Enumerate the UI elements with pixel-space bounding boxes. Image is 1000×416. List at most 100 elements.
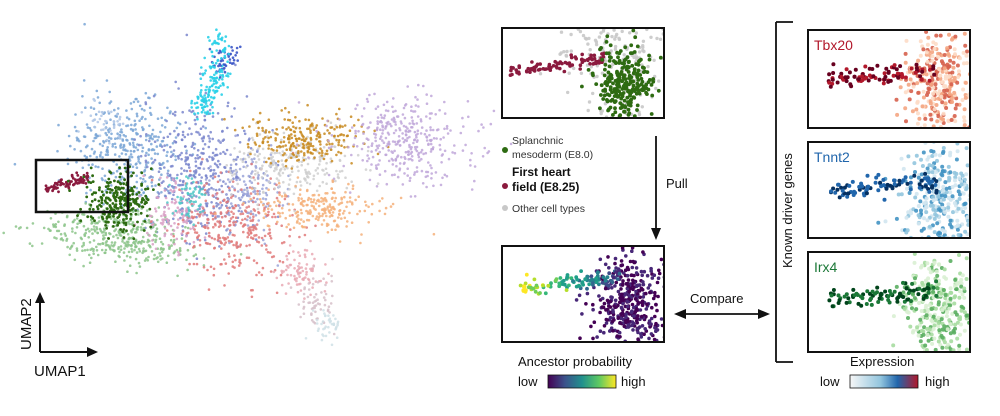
cell-dot bbox=[492, 109, 496, 113]
cell-dot bbox=[921, 47, 926, 52]
cell-dot bbox=[614, 124, 618, 128]
cell-dot bbox=[293, 267, 296, 270]
cell-dot bbox=[412, 110, 415, 113]
cell-dot bbox=[228, 61, 232, 64]
cell-dot bbox=[55, 182, 59, 185]
cell-dot bbox=[86, 175, 90, 179]
cell-dot bbox=[246, 194, 249, 197]
cell-dot bbox=[181, 191, 184, 195]
cell-dot bbox=[241, 190, 244, 193]
cell-dot bbox=[118, 166, 121, 170]
cell-dot bbox=[134, 209, 138, 212]
cell-dot bbox=[301, 156, 305, 160]
cell-dot bbox=[79, 207, 82, 211]
cell-dot bbox=[617, 61, 622, 65]
cell-dot bbox=[194, 200, 197, 203]
cell-dot bbox=[214, 71, 218, 74]
cell-dot bbox=[105, 133, 109, 137]
cell-dot bbox=[204, 199, 208, 203]
cell-dot bbox=[177, 87, 180, 90]
cell-dot bbox=[640, 79, 645, 84]
cell-dot bbox=[232, 221, 235, 224]
cell-dot bbox=[600, 296, 605, 301]
cell-dot bbox=[649, 112, 654, 116]
cell-dot bbox=[181, 209, 184, 212]
cell-dot bbox=[72, 183, 75, 187]
cell-dot bbox=[641, 280, 645, 284]
cell-dot bbox=[963, 43, 968, 48]
cell-dot bbox=[631, 79, 636, 84]
cell-dot bbox=[317, 327, 321, 331]
cell-dot bbox=[603, 262, 608, 267]
cell-dot bbox=[123, 166, 127, 170]
cell-dot bbox=[247, 227, 250, 230]
cell-dot bbox=[200, 176, 203, 179]
cell-dot bbox=[173, 222, 176, 225]
cell-dot bbox=[453, 151, 457, 155]
cell-dot bbox=[196, 212, 199, 216]
cell-dot bbox=[230, 240, 234, 243]
cell-dot bbox=[103, 199, 107, 203]
cell-dot bbox=[641, 295, 646, 299]
cell-dot bbox=[262, 228, 266, 232]
cell-dot bbox=[277, 179, 281, 182]
cell-dot bbox=[119, 205, 123, 209]
cell-dot bbox=[594, 82, 599, 86]
cell-dot bbox=[144, 249, 148, 253]
cell-dot bbox=[339, 133, 342, 137]
cell-dot bbox=[239, 158, 243, 161]
cell-dot bbox=[291, 121, 295, 124]
cell-dot bbox=[213, 162, 217, 165]
cell-dot bbox=[322, 145, 326, 149]
cell-dot bbox=[228, 58, 232, 61]
cell-dot bbox=[199, 179, 203, 183]
cell-dot bbox=[205, 214, 209, 217]
cell-dot bbox=[546, 283, 551, 288]
cell-dot bbox=[198, 133, 201, 136]
cell-dot bbox=[287, 202, 291, 206]
cell-dot bbox=[328, 203, 332, 206]
cell-dot bbox=[168, 174, 172, 178]
cell-dot bbox=[315, 322, 319, 325]
cell-dot bbox=[116, 120, 119, 123]
cell-dot bbox=[210, 84, 214, 88]
cell-dot bbox=[219, 211, 223, 214]
cell-dot bbox=[335, 112, 338, 116]
cell-dot bbox=[656, 88, 661, 93]
cell-dot bbox=[311, 282, 315, 286]
cell-dot bbox=[473, 165, 477, 168]
cell-dot bbox=[192, 194, 196, 197]
cell-dot bbox=[251, 237, 255, 240]
cell-dot bbox=[208, 47, 212, 51]
cell-dot bbox=[163, 144, 166, 147]
cell-dot bbox=[272, 270, 276, 274]
cell-dot bbox=[639, 347, 643, 351]
cell-dot bbox=[90, 193, 94, 196]
cell-dot bbox=[156, 152, 160, 156]
cell-dot bbox=[297, 251, 300, 254]
cell-dot bbox=[277, 185, 281, 188]
cell-dot bbox=[107, 130, 111, 134]
cell-dot bbox=[287, 282, 290, 285]
cell-dot bbox=[131, 192, 135, 196]
cell-dot bbox=[178, 249, 182, 252]
cell-dot bbox=[345, 186, 349, 190]
cell-dot bbox=[410, 116, 414, 119]
cell-dot bbox=[578, 63, 583, 67]
cell-dot bbox=[960, 98, 965, 102]
cell-dot bbox=[196, 106, 200, 109]
cell-dot bbox=[262, 137, 265, 141]
cell-dot bbox=[118, 250, 121, 254]
cell-dot bbox=[180, 232, 183, 235]
cell-dot bbox=[112, 215, 115, 218]
cell-dot bbox=[311, 144, 315, 148]
cell-dot bbox=[338, 107, 341, 111]
cell-dot bbox=[329, 157, 333, 160]
cell-dot bbox=[533, 289, 538, 294]
cell-dot bbox=[234, 63, 237, 67]
cell-dot bbox=[585, 291, 590, 296]
cell-dot bbox=[306, 103, 309, 107]
cell-dot bbox=[335, 153, 338, 157]
cell-dot bbox=[427, 142, 430, 146]
cell-dot bbox=[924, 72, 929, 77]
